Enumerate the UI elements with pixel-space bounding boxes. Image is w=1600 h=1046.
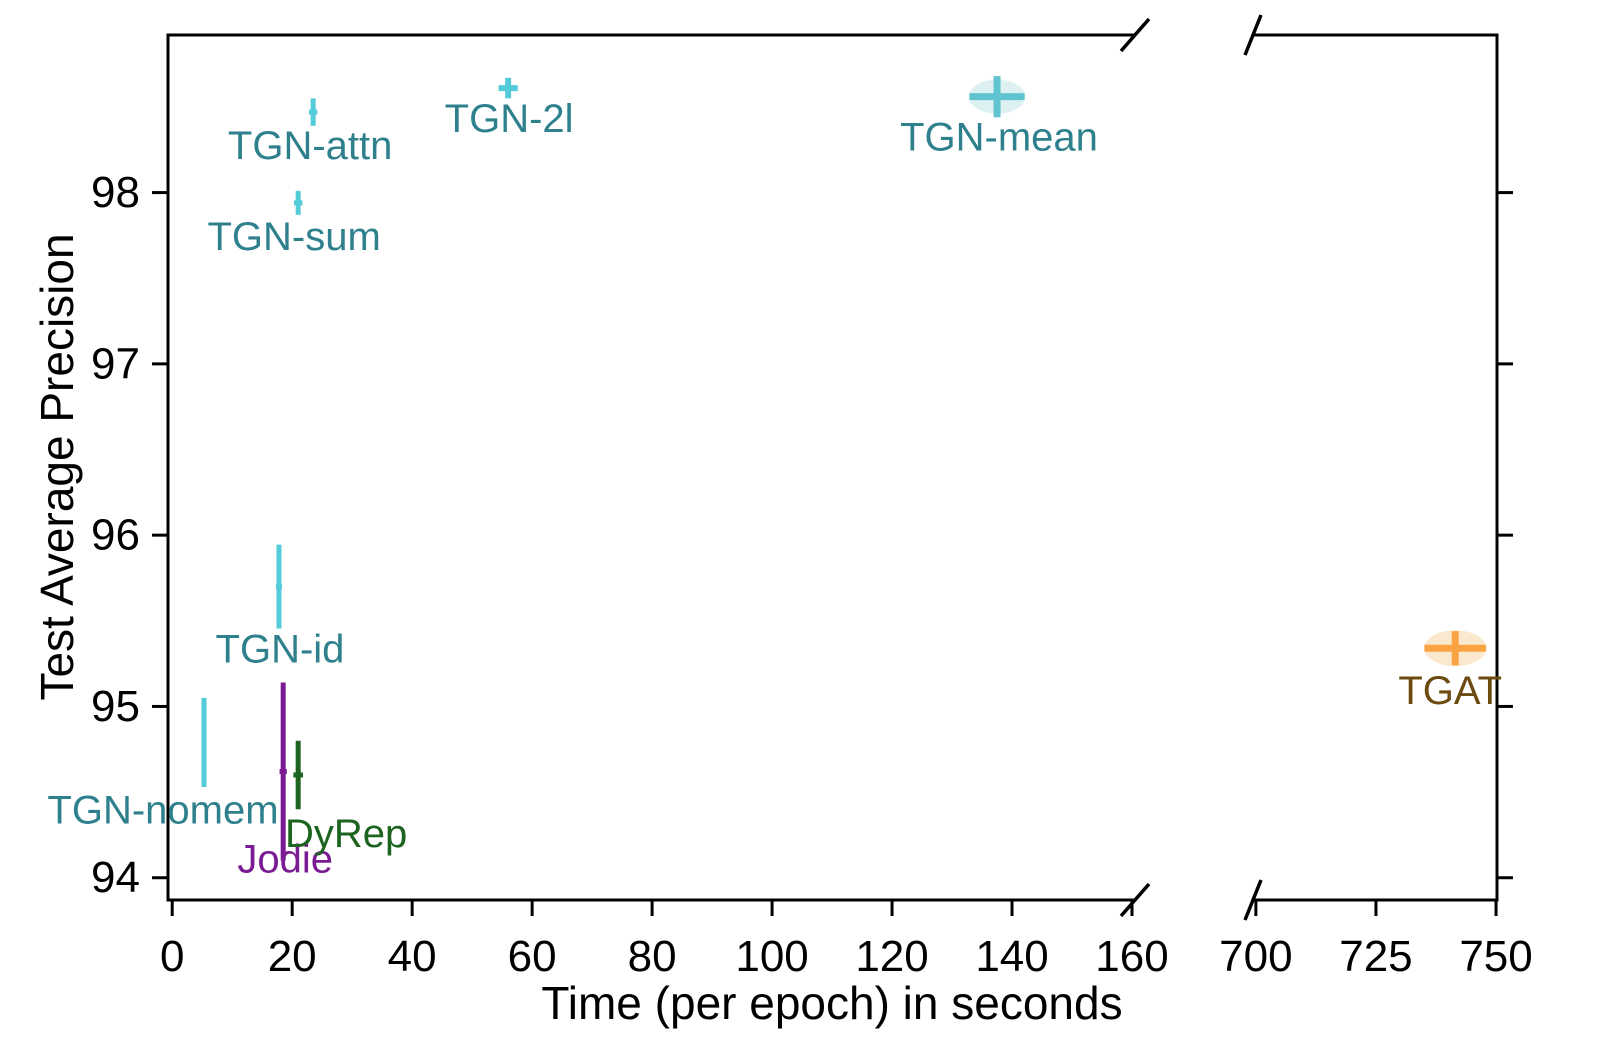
x-tick-label: 60 [508, 932, 557, 981]
x-tick-label: 0 [160, 932, 184, 981]
axes-layer: 94 95 96 97 98 0 20 40 60 80 100 120 140 160 700 725 750 [91, 14, 1533, 981]
point-label-TGN-2l: TGN-2l [445, 97, 574, 141]
y-tick-label: 97 [91, 339, 140, 388]
y-tick-label: 94 [91, 853, 140, 902]
point-label-TGN-attn: TGN-attn [228, 124, 392, 168]
point-label-TGN-sum: TGN-sum [208, 215, 381, 259]
axis-break-mark [1119, 882, 1151, 918]
y-axis-label: Test Average Precision [31, 233, 83, 700]
x-tick-label: 750 [1459, 932, 1532, 981]
x-tick-label: 100 [735, 932, 808, 981]
x-tick-label: 120 [855, 932, 928, 981]
point-label-TGN-nomem: TGN-nomem [47, 788, 278, 832]
point-label-DyRep: DyRep [285, 812, 407, 856]
data-layer: TGN-attn TGN-sum TGN-2l TGN-mean TGN-id TGN-n… [47, 76, 1502, 882]
x-tick-label: 160 [1095, 932, 1168, 981]
point-label-Jodie: Jodie [237, 838, 333, 882]
point-label-TGN-id: TGN-id [216, 628, 345, 672]
x-tick-label: 140 [975, 932, 1048, 981]
y-tick-label: 96 [91, 511, 140, 560]
axis-break-mark [1119, 17, 1151, 53]
point-label-TGN-mean: TGN-mean [900, 116, 1098, 160]
axis-break-mark [1243, 14, 1263, 56]
x-tick-label: 80 [628, 932, 677, 981]
x-tick-label: 40 [388, 932, 437, 981]
y-tick-label: 98 [91, 168, 140, 217]
x-axis-label: Time (per epoch) in seconds [541, 977, 1122, 1029]
x-tick-label: 725 [1339, 932, 1412, 981]
y-tick-label: 95 [91, 682, 140, 731]
point-label-TGAT: TGAT [1398, 669, 1502, 713]
x-tick-label: 700 [1219, 932, 1292, 981]
axis-break-mark [1243, 879, 1263, 921]
x-tick-label: 20 [268, 932, 317, 981]
